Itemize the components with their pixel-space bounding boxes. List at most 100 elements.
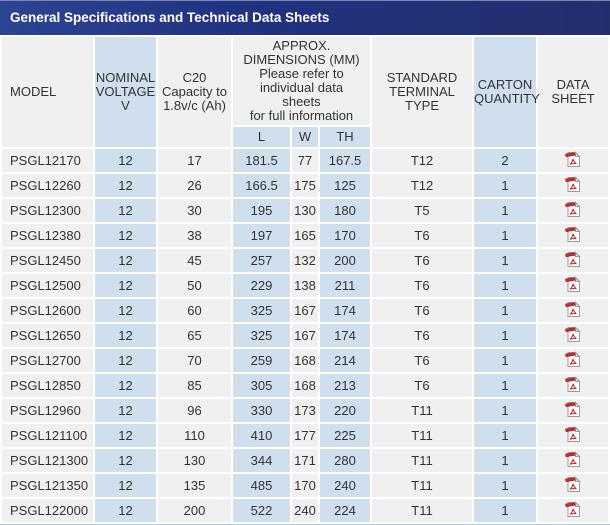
cell-w: 130 <box>292 199 318 222</box>
cell-datasheet <box>538 474 609 497</box>
pdf-download-link[interactable] <box>565 225 581 243</box>
cell-l: 485 <box>233 474 290 497</box>
cell-datasheet <box>538 449 609 472</box>
cell-w: 170 <box>292 474 318 497</box>
cell-terminal: T6 <box>372 324 473 347</box>
cell-l: 344 <box>233 449 290 472</box>
table-row: PSGL12650 12 65 325 167 174 T6 1 <box>2 324 609 347</box>
cell-th: 200 <box>320 249 371 272</box>
cell-l: 410 <box>233 424 290 447</box>
pdf-file-icon <box>565 300 581 317</box>
cell-l: 257 <box>233 249 290 272</box>
cell-capacity: 96 <box>158 399 231 422</box>
cell-w: 167 <box>292 324 318 347</box>
table-row: PSGL121300 12 130 344 171 280 T11 1 <box>2 449 609 472</box>
pdf-file-icon <box>565 250 581 267</box>
table-row: PSGL12700 12 70 259 168 214 T6 1 <box>2 349 609 372</box>
cell-model: PSGL121350 <box>2 474 93 497</box>
cell-model: PSGL12500 <box>2 274 93 297</box>
cell-carton: 1 <box>474 349 537 372</box>
table-row: PSGL12450 12 45 257 132 200 T6 1 <box>2 249 609 272</box>
cell-terminal: T6 <box>372 274 473 297</box>
cell-terminal: T11 <box>372 499 473 522</box>
cell-terminal: T6 <box>372 374 473 397</box>
cell-voltage: 12 <box>95 399 156 422</box>
cell-capacity: 50 <box>158 274 231 297</box>
pdf-file-icon <box>565 375 581 392</box>
cell-model: PSGL121300 <box>2 449 93 472</box>
cell-l: 305 <box>233 374 290 397</box>
pdf-download-link[interactable] <box>565 500 581 518</box>
cell-datasheet <box>538 374 609 397</box>
pdf-download-link[interactable] <box>565 275 581 293</box>
cell-w: 168 <box>292 374 318 397</box>
cell-datasheet <box>538 299 609 322</box>
cell-l: 330 <box>233 399 290 422</box>
pdf-download-link[interactable] <box>565 200 581 218</box>
cell-th: 220 <box>320 399 371 422</box>
cell-l: 195 <box>233 199 290 222</box>
pdf-download-link[interactable] <box>565 425 581 443</box>
pdf-download-link[interactable] <box>565 400 581 418</box>
pdf-download-link[interactable] <box>565 150 581 168</box>
cell-carton: 1 <box>474 499 537 522</box>
cell-model: PSGL12850 <box>2 374 93 397</box>
cell-w: 177 <box>292 424 318 447</box>
cell-w: 173 <box>292 399 318 422</box>
pdf-download-link[interactable] <box>565 325 581 343</box>
section-title-bar: General Specifications and Technical Dat… <box>0 0 610 35</box>
cell-datasheet <box>538 274 609 297</box>
cell-model: PSGL12170 <box>2 149 93 172</box>
cell-l: 181.5 <box>233 149 290 172</box>
cell-capacity: 70 <box>158 349 231 372</box>
cell-w: 167 <box>292 299 318 322</box>
pdf-download-link[interactable] <box>565 450 581 468</box>
cell-carton: 1 <box>474 424 537 447</box>
cell-carton: 1 <box>474 374 537 397</box>
cell-model: PSGL12960 <box>2 399 93 422</box>
pdf-file-icon <box>565 200 581 217</box>
pdf-download-link[interactable] <box>565 175 581 193</box>
pdf-file-icon <box>565 175 581 192</box>
col-header-voltage: NOMINAL VOLTAGE V <box>95 37 156 147</box>
cell-l: 259 <box>233 349 290 372</box>
pdf-download-link[interactable] <box>565 350 581 368</box>
cell-carton: 1 <box>474 199 537 222</box>
cell-model: PSGL12700 <box>2 349 93 372</box>
pdf-download-link[interactable] <box>565 375 581 393</box>
cell-carton: 1 <box>474 299 537 322</box>
cell-th: 174 <box>320 299 371 322</box>
cell-model: PSGL122000 <box>2 499 93 522</box>
cell-th: 280 <box>320 449 371 472</box>
cell-terminal: T11 <box>372 399 473 422</box>
cell-datasheet <box>538 424 609 447</box>
cell-w: 175 <box>292 174 318 197</box>
cell-terminal: T6 <box>372 299 473 322</box>
table-row: PSGL12170 12 17 181.5 77 167.5 T12 2 <box>2 149 609 172</box>
cell-datasheet <box>538 349 609 372</box>
cell-voltage: 12 <box>95 474 156 497</box>
cell-w: 240 <box>292 499 318 522</box>
cell-model: PSGL121100 <box>2 424 93 447</box>
cell-l: 325 <box>233 324 290 347</box>
cell-w: 138 <box>292 274 318 297</box>
table-row: PSGL122000 12 200 522 240 224 T11 1 <box>2 499 609 522</box>
cell-model: PSGL12600 <box>2 299 93 322</box>
col-header-capacity: C20 Capacity to 1.8v/c (Ah) <box>158 37 231 147</box>
pdf-file-icon <box>565 425 581 442</box>
table-row: PSGL12300 12 30 195 130 180 T5 1 <box>2 199 609 222</box>
cell-carton: 1 <box>474 274 537 297</box>
pdf-download-link[interactable] <box>565 250 581 268</box>
cell-terminal: T12 <box>372 174 473 197</box>
pdf-download-link[interactable] <box>565 475 581 493</box>
cell-capacity: 45 <box>158 249 231 272</box>
cell-carton: 1 <box>474 449 537 472</box>
cell-model: PSGL12260 <box>2 174 93 197</box>
cell-voltage: 12 <box>95 199 156 222</box>
cell-carton: 2 <box>474 149 537 172</box>
cell-l: 166.5 <box>233 174 290 197</box>
pdf-download-link[interactable] <box>565 300 581 318</box>
cell-th: 211 <box>320 274 371 297</box>
cell-datasheet <box>538 149 609 172</box>
cell-capacity: 110 <box>158 424 231 447</box>
